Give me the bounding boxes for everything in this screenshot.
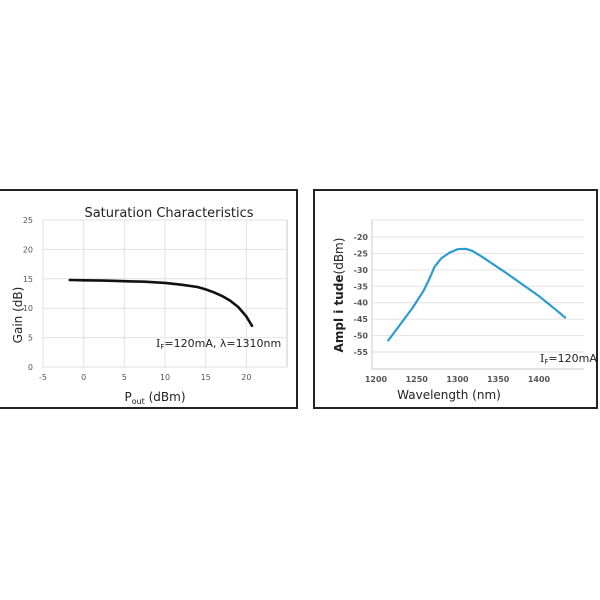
x-tick-label: 1300 bbox=[446, 375, 469, 384]
x-tick-label: 1250 bbox=[406, 375, 429, 384]
x-tick-label: 20 bbox=[241, 373, 251, 382]
y-tick-label: -20 bbox=[354, 233, 369, 242]
grid bbox=[42, 219, 288, 368]
gain-curve bbox=[68, 278, 254, 328]
x-tick-label: -5 bbox=[39, 373, 47, 382]
axis-ticks: -20 -25 -30 -35 -40 -45 -50 -55 1200 1250 1300 1350… bbox=[354, 233, 551, 384]
spectrum-curve bbox=[387, 247, 567, 342]
x-tick-label: 15 bbox=[201, 373, 211, 382]
y-tick-label: 5 bbox=[28, 334, 33, 343]
x-axis-label: Wavelength (nm) bbox=[397, 388, 501, 402]
y-tick-label: 0 bbox=[28, 363, 33, 372]
y-tick-label: -30 bbox=[354, 266, 369, 275]
saturation-chart: -5 0 5 10 15 20 0 5 10 15 20 25 Saturation Characte… bbox=[11, 206, 288, 406]
axis-ticks: -5 0 5 10 15 20 0 5 10 15 20 25 bbox=[23, 216, 252, 382]
y-tick-label: -25 bbox=[354, 249, 369, 258]
y-tick-label: 10 bbox=[23, 304, 33, 313]
x-tick-label: 1350 bbox=[487, 375, 510, 384]
x-tick-label: 0 bbox=[81, 373, 86, 382]
y-tick-label: -50 bbox=[354, 332, 369, 341]
condition-annotation: IF=120mA, λ=1310nm bbox=[156, 337, 281, 351]
x-tick-label: 10 bbox=[160, 373, 170, 382]
y-axis-label: Ampl i tude(dBm) bbox=[332, 238, 346, 353]
chart-title: Saturation Characteristics bbox=[84, 206, 253, 221]
y-axis-label: Gain (dB) bbox=[11, 287, 25, 344]
y-tick-label: -40 bbox=[354, 299, 369, 308]
y-tick-label: 20 bbox=[23, 245, 33, 254]
x-tick-label: 1200 bbox=[365, 375, 388, 384]
y-tick-label: -45 bbox=[354, 315, 369, 324]
grid bbox=[371, 219, 584, 370]
y-tick-label: 15 bbox=[23, 275, 33, 284]
x-axis-label: Pout (dBm) bbox=[124, 390, 185, 406]
condition-annotation: IF=120mA bbox=[540, 352, 597, 366]
saturation-chart-panel: -5 0 5 10 15 20 0 5 10 15 20 25 Saturation Characte… bbox=[0, 189, 298, 409]
x-tick-label: 1400 bbox=[528, 375, 551, 384]
x-tick-label: 5 bbox=[122, 373, 127, 382]
spectrum-chart: -20 -25 -30 -35 -40 -45 -50 -55 1200 1250 1300 1350… bbox=[332, 219, 597, 402]
y-tick-label: 25 bbox=[23, 216, 33, 225]
y-tick-label: -55 bbox=[354, 348, 369, 357]
y-tick-label: -35 bbox=[354, 282, 369, 291]
spectrum-chart-panel: -20 -25 -30 -35 -40 -45 -50 -55 1200 1250 1300 1350… bbox=[313, 189, 598, 409]
